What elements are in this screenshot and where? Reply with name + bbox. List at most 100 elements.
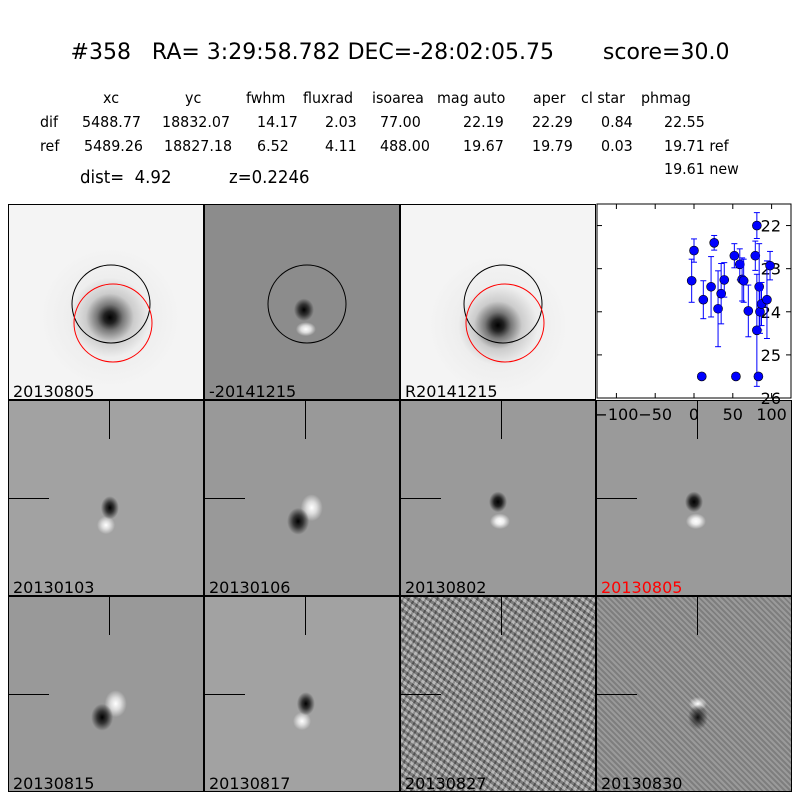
column-header: fluxrad xyxy=(303,89,354,107)
table-cell: 22.19 xyxy=(463,113,504,131)
table-cell: 0.03 xyxy=(601,137,633,155)
x-tick-label: −50 xyxy=(638,405,672,424)
crosshair-vertical xyxy=(305,597,306,635)
crosshair-horizontal xyxy=(597,498,637,499)
table-cell: 18827.18 xyxy=(164,137,233,155)
y-tick-label: 24 xyxy=(761,303,781,322)
crosshair-vertical xyxy=(697,401,698,439)
x-tick-label: −100 xyxy=(594,405,638,424)
table-cell: 2.03 xyxy=(325,113,357,131)
data-point xyxy=(752,220,762,231)
stamp-date-label: 20130827 xyxy=(405,774,487,792)
crosshair-vertical xyxy=(501,597,502,635)
table-extra-phmag: 19.61 new xyxy=(664,160,739,178)
column-header: yc xyxy=(185,89,202,107)
y-tick-label: 26 xyxy=(761,389,781,408)
data-point xyxy=(686,275,697,286)
image-stamp: -20141215 xyxy=(204,204,400,400)
table-cell: 4.11 xyxy=(325,137,357,155)
stamp-date-label: 20130106 xyxy=(209,578,291,596)
stamp-date-label: 20130805 xyxy=(601,578,683,596)
crosshair-vertical xyxy=(697,597,698,635)
page-title: #358 RA= 3:29:58.782 DEC=-28:02:05.75 sc… xyxy=(70,40,730,65)
column-header: phmag xyxy=(641,89,691,107)
table-cell: 18832.07 xyxy=(162,113,231,131)
table-z: z=0.2246 xyxy=(229,167,310,188)
table-cell: 19.71 ref xyxy=(664,137,729,155)
table-cell: 19.79 xyxy=(532,137,573,155)
stamp-date-label: 20130805 xyxy=(13,382,95,400)
data-point xyxy=(762,294,772,305)
table-cell: 14.17 xyxy=(257,113,298,131)
table-cell: 19.67 xyxy=(463,137,504,155)
image-stamp: 20130817 xyxy=(204,596,400,792)
table-cell: 6.52 xyxy=(257,137,289,155)
column-header: fwhm xyxy=(246,89,286,107)
data-point xyxy=(709,238,719,248)
x-tick-label: 100 xyxy=(756,405,787,424)
column-header: mag auto xyxy=(437,89,506,107)
data-point xyxy=(698,294,709,305)
table-cell: 0.84 xyxy=(601,113,633,131)
y-tick-label: 22 xyxy=(761,217,781,236)
image-stamp: 20130815 xyxy=(8,596,204,792)
crosshair-horizontal xyxy=(401,498,441,499)
table-cell: 488.00 xyxy=(380,137,430,155)
x-tick-label: 50 xyxy=(723,405,743,424)
data-point xyxy=(713,303,723,314)
data-point xyxy=(765,260,775,271)
table-cell: 22.55 xyxy=(664,113,705,131)
crosshair-horizontal xyxy=(9,694,49,695)
data-point xyxy=(706,281,716,292)
data-point xyxy=(696,371,707,382)
data-point xyxy=(743,306,754,316)
stamp-date-label: 20130802 xyxy=(405,578,487,596)
data-point xyxy=(689,245,699,256)
data-point xyxy=(716,288,726,299)
row-label: dif xyxy=(40,113,59,131)
stamp-date-label: 20130815 xyxy=(13,774,95,792)
image-stamp: 20130805 xyxy=(8,204,204,400)
data-point xyxy=(734,259,745,270)
data-point xyxy=(731,371,741,382)
ref-aperture-circle xyxy=(267,264,347,344)
crosshair-horizontal xyxy=(205,694,245,695)
crosshair-horizontal xyxy=(9,498,49,499)
ref-aperture-circle xyxy=(463,264,543,344)
data-point xyxy=(729,250,740,261)
data-point xyxy=(750,250,761,261)
image-stamp: R20141215 xyxy=(400,204,596,400)
new-aperture-circle xyxy=(73,283,153,363)
x-tick-label: 0 xyxy=(689,405,699,424)
image-stamp: 20130106 xyxy=(204,400,400,596)
table-dist: dist= 4.92 xyxy=(80,167,172,188)
image-stamp: 20130827 xyxy=(400,596,596,792)
image-stamp: 20130103 xyxy=(8,400,204,596)
data-point xyxy=(753,371,764,382)
crosshair-horizontal xyxy=(205,498,245,499)
stamp-date-label: 20130817 xyxy=(209,774,291,792)
table-cell: 5489.26 xyxy=(84,137,143,155)
crosshair-vertical xyxy=(109,597,110,635)
image-stamp: 20130830 xyxy=(596,596,792,792)
crosshair-vertical xyxy=(305,401,306,439)
stamp-date-label: R20141215 xyxy=(405,382,498,400)
crosshair-vertical xyxy=(501,401,502,439)
column-header: cl star xyxy=(581,89,625,107)
crosshair-horizontal xyxy=(401,694,441,695)
new-aperture-circle xyxy=(465,283,545,363)
y-tick-label: 25 xyxy=(761,346,781,365)
image-stamp: 20130805 xyxy=(596,400,792,596)
column-header: xc xyxy=(103,89,120,107)
stamp-date-label: 20130103 xyxy=(13,578,95,596)
crosshair-vertical xyxy=(109,401,110,439)
table-cell: 77.00 xyxy=(380,113,421,131)
data-point xyxy=(738,275,749,286)
column-header: aper xyxy=(533,89,566,107)
ref-aperture-circle xyxy=(71,264,151,344)
image-stamp: 20130802 xyxy=(400,400,596,596)
column-header: isoarea xyxy=(372,89,424,107)
table-cell: 22.29 xyxy=(532,113,573,131)
